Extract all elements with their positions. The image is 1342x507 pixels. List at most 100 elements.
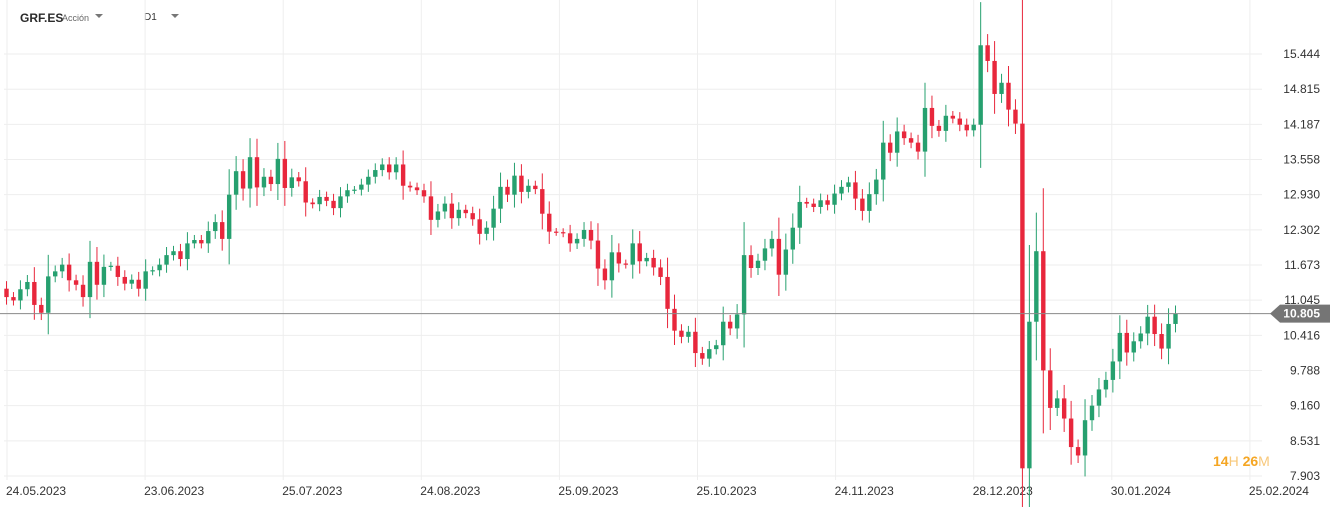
candle-body [1020,123,1025,469]
y-tick-label: 14.815 [1283,82,1320,96]
candle-body [387,164,392,173]
candle-body [540,189,545,214]
candle-body [1082,420,1088,456]
candle-body [108,265,114,267]
x-tick-label: 25.07.2023 [282,484,342,498]
candle-body [797,201,802,228]
candle-body [380,164,385,171]
candle-body [992,60,997,94]
candle-body [324,196,329,201]
candle-body [512,175,517,195]
candle-body [860,198,865,211]
y-tick-label: 15.444 [1283,47,1320,61]
candle-body [769,238,775,249]
candle-body [317,196,322,205]
candle-body [470,213,475,220]
candle-body [721,321,726,346]
current-price-label [1270,304,1330,323]
candle-body [129,279,134,284]
candle-body [25,281,30,290]
candle-body [449,203,455,219]
candle-body [414,187,420,191]
candle-body [901,131,907,139]
candle-body [547,213,552,232]
candle-body [498,186,503,209]
candle-body [289,177,294,188]
candle-body [400,164,406,186]
candle-body [533,185,538,190]
y-tick-label: 13.558 [1283,153,1320,167]
candle-body [727,321,733,329]
y-tick-label: 9.160 [1290,399,1320,413]
symbol-dropdown-icon[interactable] [95,14,103,18]
candle-body [519,175,524,192]
candle-body [846,182,851,187]
candle-body [505,186,510,195]
candle-body [881,142,886,180]
candle-body [1034,251,1039,322]
candle-body [1027,321,1032,469]
y-tick-label: 7.903 [1290,469,1320,483]
candle-body [526,185,531,192]
candle-body [943,115,949,131]
candle-body [11,297,16,301]
candle-body [233,171,239,195]
candle-body [4,288,9,298]
candle-body [435,211,441,220]
candle-body [1117,332,1123,362]
candle-body [776,238,782,275]
candle-body [1103,379,1109,390]
candle-body [136,279,141,289]
candle-body [261,176,267,188]
candle-body [811,203,816,207]
x-tick-label: 24.05.2023 [6,484,66,498]
y-tick-label: 14.187 [1283,117,1320,131]
candle-body [1110,361,1116,380]
candle-body [393,164,399,173]
candle-body [310,202,315,205]
candle-body [1173,313,1178,324]
candle-body [373,170,378,177]
symbol-label[interactable]: GRF.ES [20,11,64,25]
candle-body [679,330,684,337]
candle-body [366,176,371,185]
candle-body [1013,109,1018,124]
candle-body [999,82,1004,94]
timeframe-selector[interactable]: D1 [144,12,157,23]
candle-body [581,229,587,239]
timeframe-dropdown-icon[interactable] [171,14,179,18]
y-tick-label: 11.045 [1284,293,1320,307]
candle-body [832,193,837,205]
candle-body [428,196,434,220]
candle-body [790,227,795,250]
candle-body [853,182,858,199]
candle-body [1124,332,1129,353]
candle-body [964,124,969,131]
candle-body [352,189,357,191]
x-tick-label: 25.10.2023 [697,484,757,498]
candle-body [59,264,65,272]
candle-body [1006,82,1011,110]
candle-body [554,231,559,233]
candle-body [665,276,670,309]
candle-body [32,281,37,305]
candle-body [80,284,86,298]
candle-body [94,261,100,285]
candle-body [700,353,705,359]
candle-body [978,45,983,125]
candle-body [839,186,844,194]
chart-toolbar: GRF.ES Acción D1 [0,0,300,34]
candle-body [588,229,594,241]
candle-body [477,219,482,234]
x-tick-label: 24.11.2023 [835,484,894,498]
candle-body [1048,370,1053,408]
y-tick-label: 8.531 [1290,434,1320,448]
instrument-type-label: Acción [62,13,90,23]
candle-body [345,190,350,197]
candle-body [623,263,628,265]
candle-body [818,200,823,207]
countdown-minutes: 26 [1242,453,1259,469]
candle-body [755,260,761,268]
candle-body [741,255,747,315]
